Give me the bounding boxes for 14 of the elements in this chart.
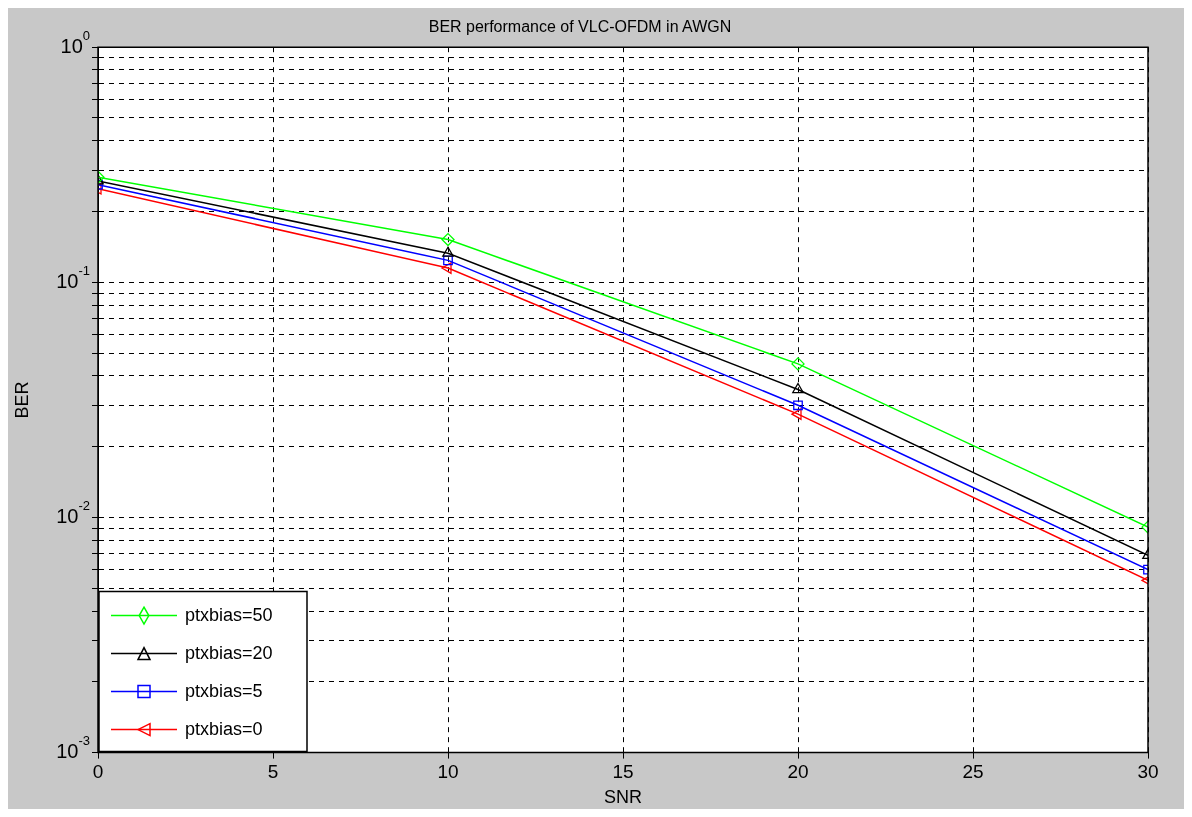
x-tick-label: 20	[787, 761, 809, 783]
x-tick-label: 0	[92, 761, 104, 783]
x-tick-label: 10	[437, 761, 459, 783]
legend-label: ptxbias=0	[185, 718, 263, 739]
legend-label: ptxbias=50	[185, 604, 273, 625]
x-tick-label: 30	[1137, 761, 1159, 783]
legend-label: ptxbias=5	[185, 680, 263, 701]
chart-title: BER performance of VLC-OFDM in AWGN	[428, 18, 732, 36]
y-axis-title: BER	[11, 381, 32, 419]
x-tick-label: 25	[962, 761, 984, 783]
x-axis-title: SNR	[603, 787, 643, 808]
x-tick-label: 5	[267, 761, 279, 783]
legend-label: ptxbias=20	[185, 642, 273, 663]
x-tick-label: 15	[612, 761, 634, 783]
